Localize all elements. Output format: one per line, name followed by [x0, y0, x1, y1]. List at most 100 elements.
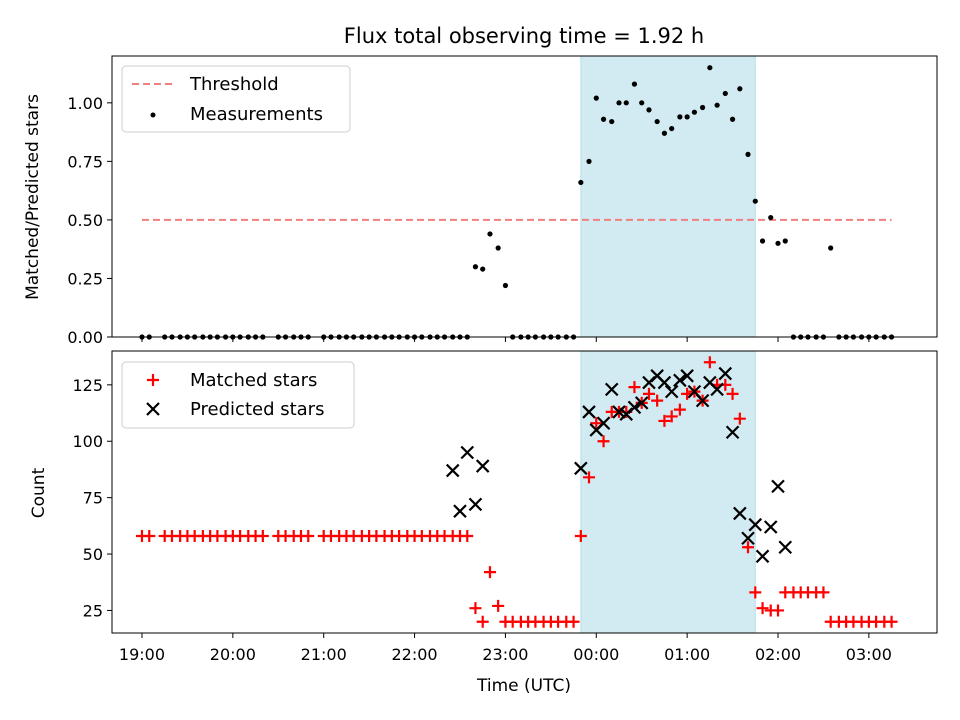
measurement-point	[578, 179, 584, 186]
measurement-point	[745, 151, 751, 157]
measurement-point	[775, 240, 781, 246]
measurement-point	[722, 90, 728, 97]
predicted-star-point	[475, 459, 490, 473]
measurement-point	[691, 109, 698, 115]
measurement-point	[729, 116, 736, 122]
measurement-point	[502, 282, 509, 289]
measurement-point	[639, 100, 645, 106]
measurement-point	[828, 245, 834, 251]
legend-predicted-swatch	[146, 402, 160, 416]
measurement-point	[631, 81, 638, 87]
top-y-tick-label: 0.50	[67, 211, 103, 230]
top-y-axis-title: Matched/Predicted stars	[23, 94, 43, 300]
measurement-point	[495, 245, 501, 251]
matched-star-point	[771, 604, 784, 617]
measurement-point	[759, 238, 766, 244]
predicted-star-point	[741, 531, 755, 546]
predicted-star-point	[460, 445, 475, 460]
measurement-point	[768, 214, 774, 221]
matched-star-point	[143, 529, 156, 542]
predicted-star-point	[574, 461, 588, 476]
x-axis-title: Time (UTC)	[476, 676, 571, 696]
x-tick-label: 22:00	[392, 645, 438, 664]
matched-star-point	[885, 615, 898, 628]
bottom-y-tick-label: 75	[83, 489, 103, 508]
measurement-point	[677, 114, 683, 120]
x-tick-label: 02:00	[755, 645, 801, 664]
measurement-point	[586, 158, 592, 164]
bottom-y-tick-label: 100	[72, 432, 103, 451]
predicted-star-point	[664, 384, 679, 399]
measurement-point	[623, 100, 629, 106]
matched-star-point	[742, 541, 755, 554]
bottom-y-tick-label: 125	[72, 376, 103, 395]
predicted-star-point	[733, 506, 747, 521]
bottom-axes-frame	[111, 350, 938, 634]
bottom-shaded-region	[580, 350, 756, 634]
measurement-point	[752, 198, 758, 204]
matched-star-point	[628, 381, 641, 394]
top-legend-box	[121, 65, 351, 133]
matched-star-point	[651, 394, 664, 407]
legend-threshold-label: Threshold	[189, 74, 279, 95]
predicted-star-point	[680, 369, 694, 383]
measurement-point	[487, 231, 493, 237]
top-legend: Threshold Measurements	[121, 65, 351, 133]
predicted-star-point	[771, 479, 785, 494]
predicted-star-point	[468, 497, 483, 512]
matched-star-point	[703, 356, 716, 369]
top-shaded-region	[580, 55, 756, 338]
matched-star-point	[673, 403, 686, 416]
matched-star-point	[665, 410, 678, 423]
measurement-point	[593, 95, 599, 101]
matched-star-point	[733, 412, 746, 425]
measurement-point	[669, 125, 675, 132]
top-y-tick-label: 0.25	[67, 269, 103, 288]
matched-star-point	[749, 586, 762, 599]
predicted-star-point	[695, 393, 710, 408]
x-tick-label: 01:00	[664, 645, 710, 664]
predicted-star-point	[710, 382, 724, 397]
bottom-legend-box	[121, 361, 355, 429]
bottom-panel: 25 50 75 100 125 19:00 20:00 21:00 22:00 23:00 00…	[29, 350, 938, 696]
measurement-point	[684, 114, 690, 120]
predicted-star-point	[755, 549, 770, 564]
predicted-star-point	[634, 396, 649, 410]
measurement-point	[782, 238, 788, 244]
legend-matched-swatch	[147, 374, 159, 386]
measurement-point	[714, 102, 720, 108]
matched-star-point	[483, 566, 496, 579]
predicted-star-point	[627, 400, 642, 415]
predicted-star-point	[445, 463, 460, 478]
matched-star-point	[726, 387, 739, 400]
bottom-y-axis-title: Count	[29, 467, 49, 518]
bottom-legend: Matched stars Predicted stars	[121, 361, 355, 429]
measurement-point	[737, 86, 743, 92]
legend-predicted-label: Predicted stars	[190, 399, 324, 420]
matched-star-point	[590, 417, 603, 430]
x-tick-label: 03:00	[846, 645, 892, 664]
top-y-ticks: 0.00 0.25 0.50 0.75 1.00	[67, 94, 112, 347]
matched-star-point	[256, 529, 269, 542]
measurement-point	[646, 107, 652, 113]
legend-measurements-swatch	[150, 112, 156, 118]
top-axes-frame	[111, 55, 938, 338]
predicted-star-point	[778, 540, 793, 555]
matched-star-point	[583, 471, 596, 484]
matched-star-point	[574, 529, 587, 542]
x-tick-label: 23:00	[482, 645, 528, 664]
legend-matched-label: Matched stars	[190, 370, 317, 391]
predicted-star-point	[657, 375, 672, 390]
bottom-points-layer	[135, 356, 898, 628]
bottom-y-ticks: 25 50 75 100 125	[72, 376, 112, 620]
chart-title: Flux total observing time = 1.92 h	[344, 24, 704, 48]
matched-star-point	[302, 529, 315, 542]
measurement-point	[699, 104, 706, 111]
matched-star-point	[597, 435, 610, 448]
matched-star-point	[817, 586, 830, 599]
x-tick-label: 19:00	[119, 645, 165, 664]
x-tick-label: 00:00	[573, 645, 619, 664]
matched-star-point	[492, 599, 505, 612]
top-y-tick-label: 0.00	[67, 328, 103, 347]
